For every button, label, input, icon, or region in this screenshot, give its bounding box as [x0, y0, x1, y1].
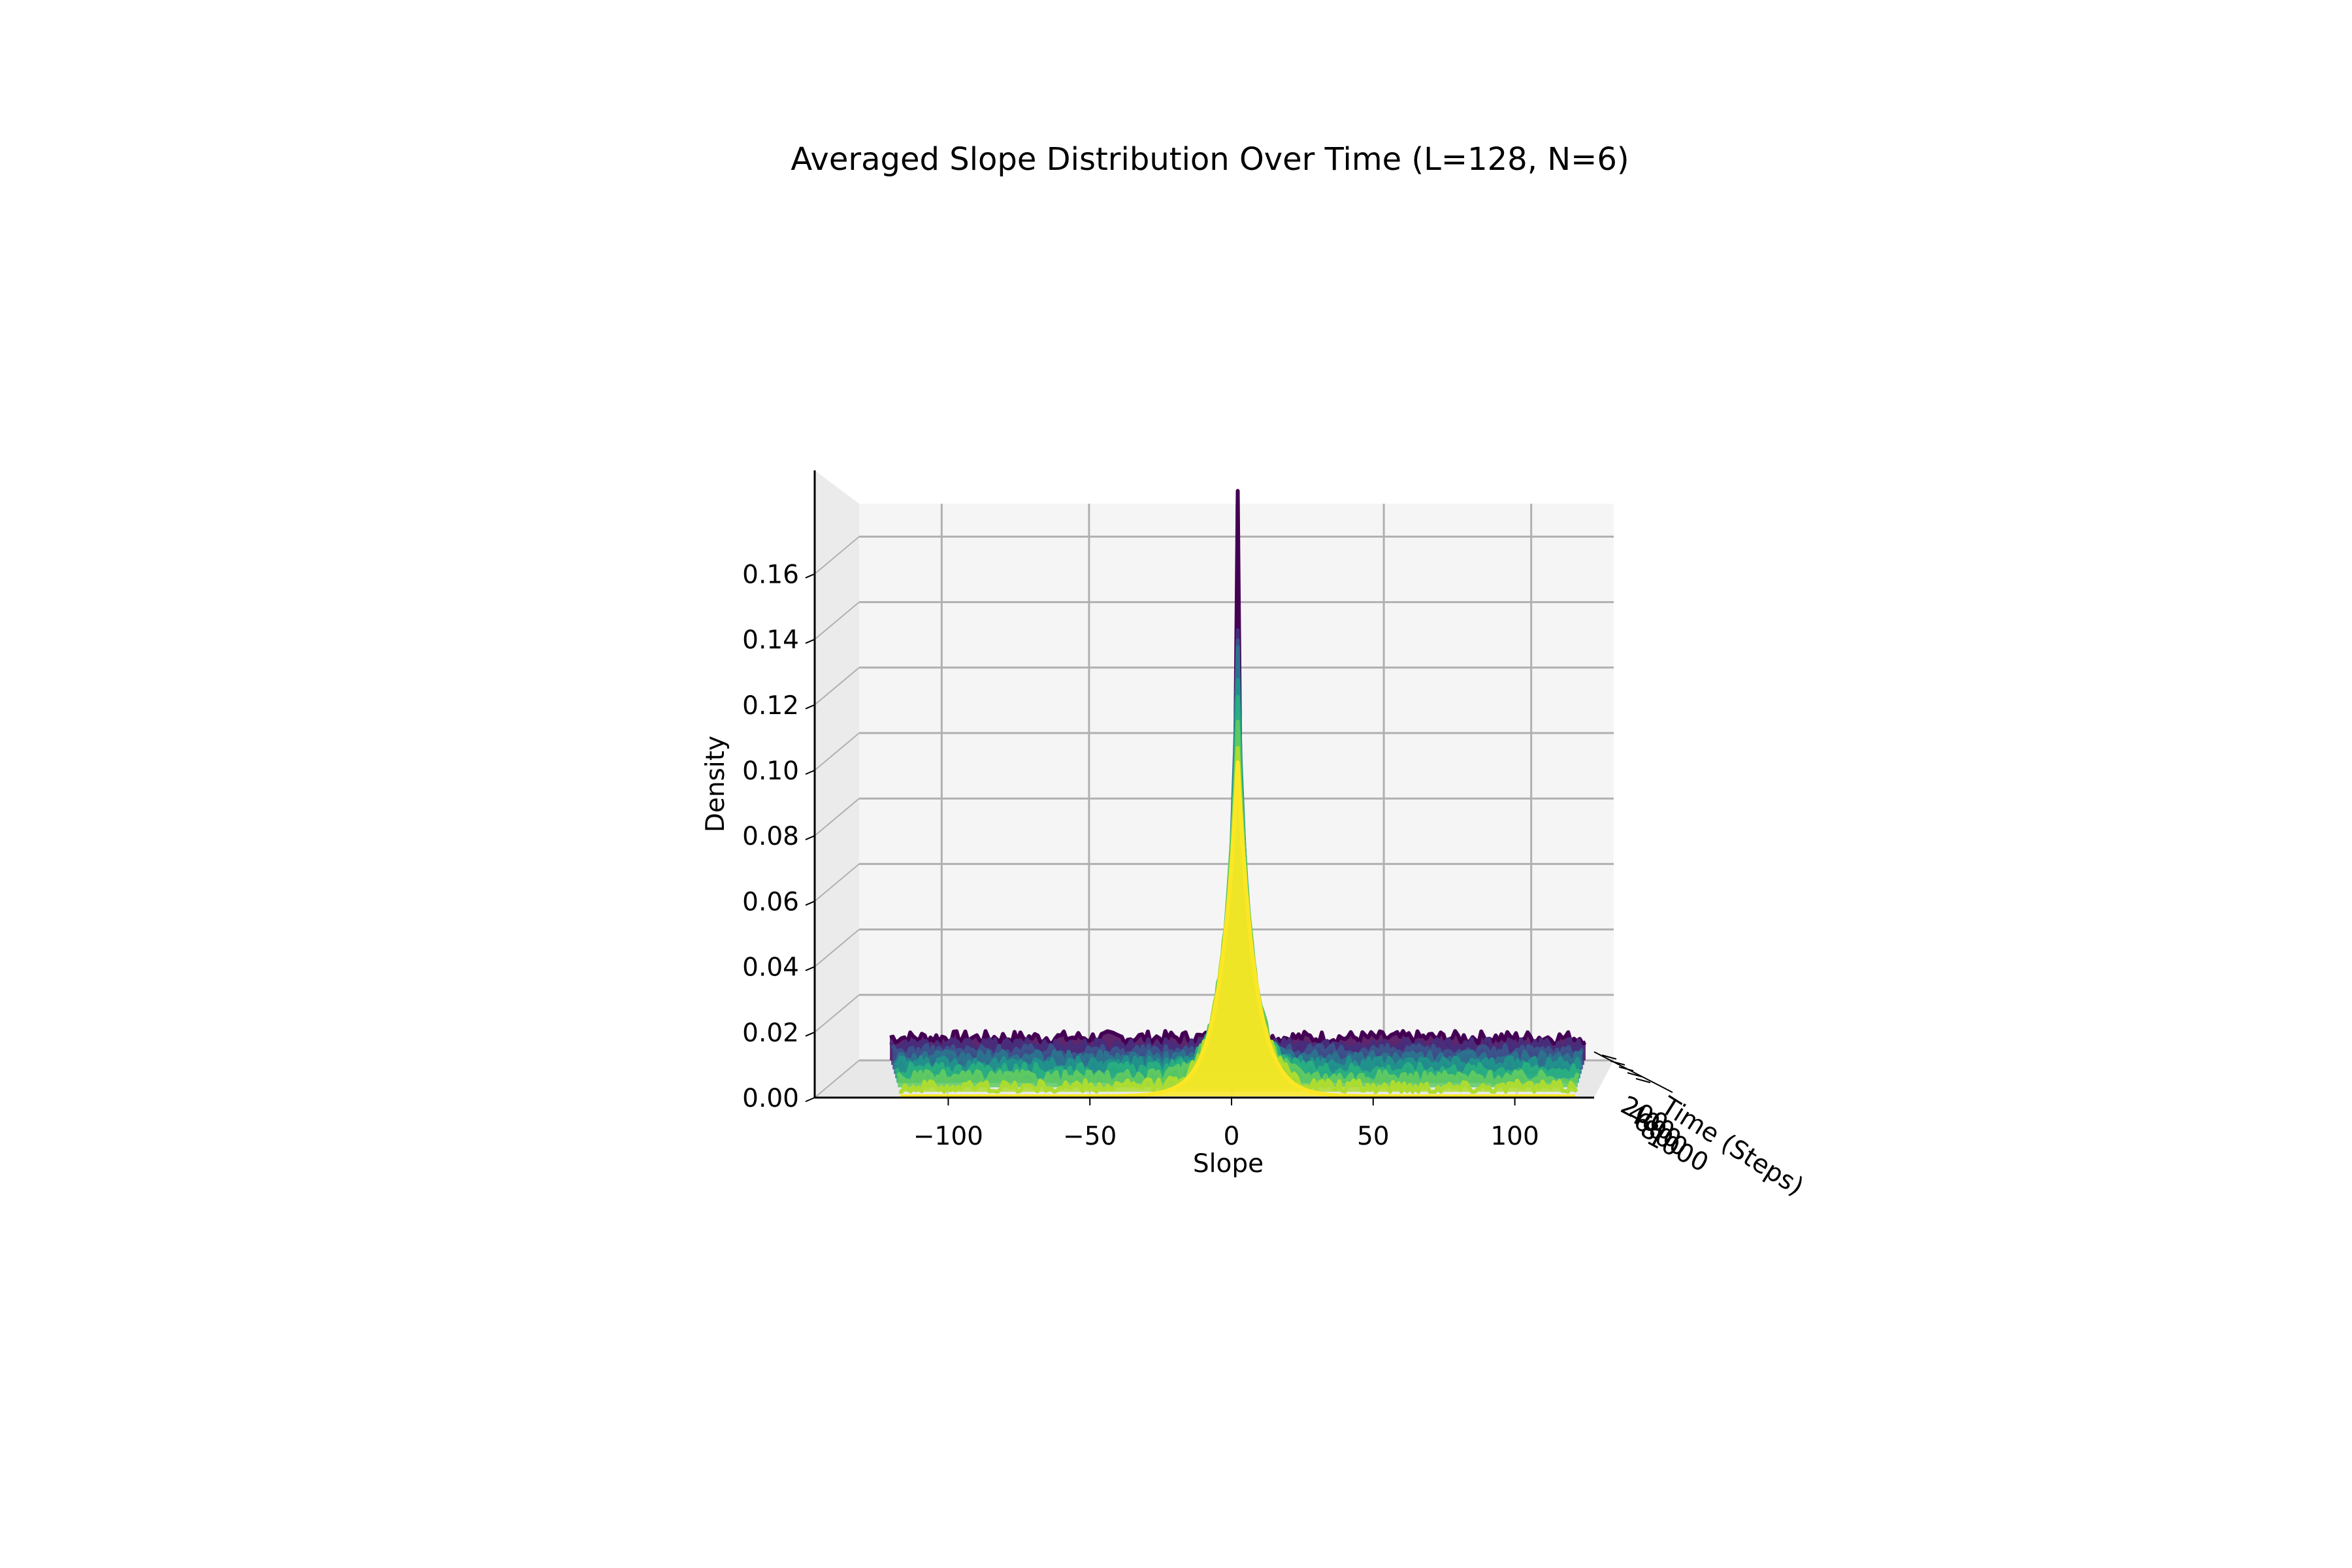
z-tick-mark — [805, 900, 815, 906]
z-tick-mark — [805, 966, 815, 972]
z-tick-mark — [805, 638, 815, 644]
side-grid-line — [814, 1060, 860, 1098]
series-line — [890, 638, 1585, 1060]
side-grid-line — [814, 732, 860, 771]
y-tick-mark — [1635, 1078, 1651, 1083]
series-line — [900, 760, 1575, 1098]
z-tick-label: 0.08 — [742, 822, 799, 851]
series-line — [896, 719, 1580, 1086]
z-tick-mark — [805, 1097, 815, 1102]
z-tick-label: 0.16 — [742, 560, 799, 589]
series-line — [899, 745, 1578, 1094]
y-tick-mark — [1618, 1066, 1634, 1071]
x-axis-label: Slope — [1193, 1149, 1264, 1179]
z-tick-mark — [805, 770, 815, 775]
x-tick-label: 100 — [1490, 1122, 1539, 1151]
x-tick-label: −50 — [1063, 1122, 1117, 1151]
z-tick-label: 0.10 — [742, 757, 799, 786]
series-group — [889, 489, 1587, 1098]
z-axis-label: Density — [701, 736, 730, 832]
z-tick-mark — [805, 1031, 815, 1037]
z-tick-label: 0.00 — [742, 1084, 799, 1113]
side-grid-line — [814, 536, 860, 575]
series-fill — [900, 762, 1575, 1096]
z-tick-label: 0.12 — [742, 691, 799, 721]
z-tick-mark — [805, 573, 815, 579]
side-grid-line — [814, 601, 860, 640]
side-grid-line — [814, 667, 860, 706]
z-tick-label: 0.02 — [742, 1019, 799, 1048]
z-tick-label: 0.04 — [742, 953, 799, 983]
y-axis-line — [1593, 1051, 1673, 1093]
series-line — [889, 628, 1586, 1054]
side-pane — [815, 470, 859, 1098]
z-tick-label: 0.14 — [742, 626, 799, 655]
x-tick-label: −100 — [913, 1122, 983, 1151]
z-tick-label: 0.06 — [742, 887, 799, 917]
x-tick-label: 0 — [1224, 1122, 1240, 1151]
z-tick-mark — [805, 704, 815, 710]
side-grid-line — [814, 994, 860, 1033]
side-grid-line — [814, 928, 860, 968]
side-grid-line — [814, 798, 860, 836]
y-tick-mark — [1627, 1072, 1642, 1077]
z-tick-mark — [805, 835, 815, 841]
chart-title: Averaged Slope Distribution Over Time (L… — [791, 141, 1629, 178]
side-grid-line — [814, 863, 860, 902]
y-tick-mark — [1610, 1060, 1625, 1066]
y-tick-mark — [1601, 1054, 1617, 1060]
x-tick-label: 50 — [1357, 1122, 1390, 1151]
